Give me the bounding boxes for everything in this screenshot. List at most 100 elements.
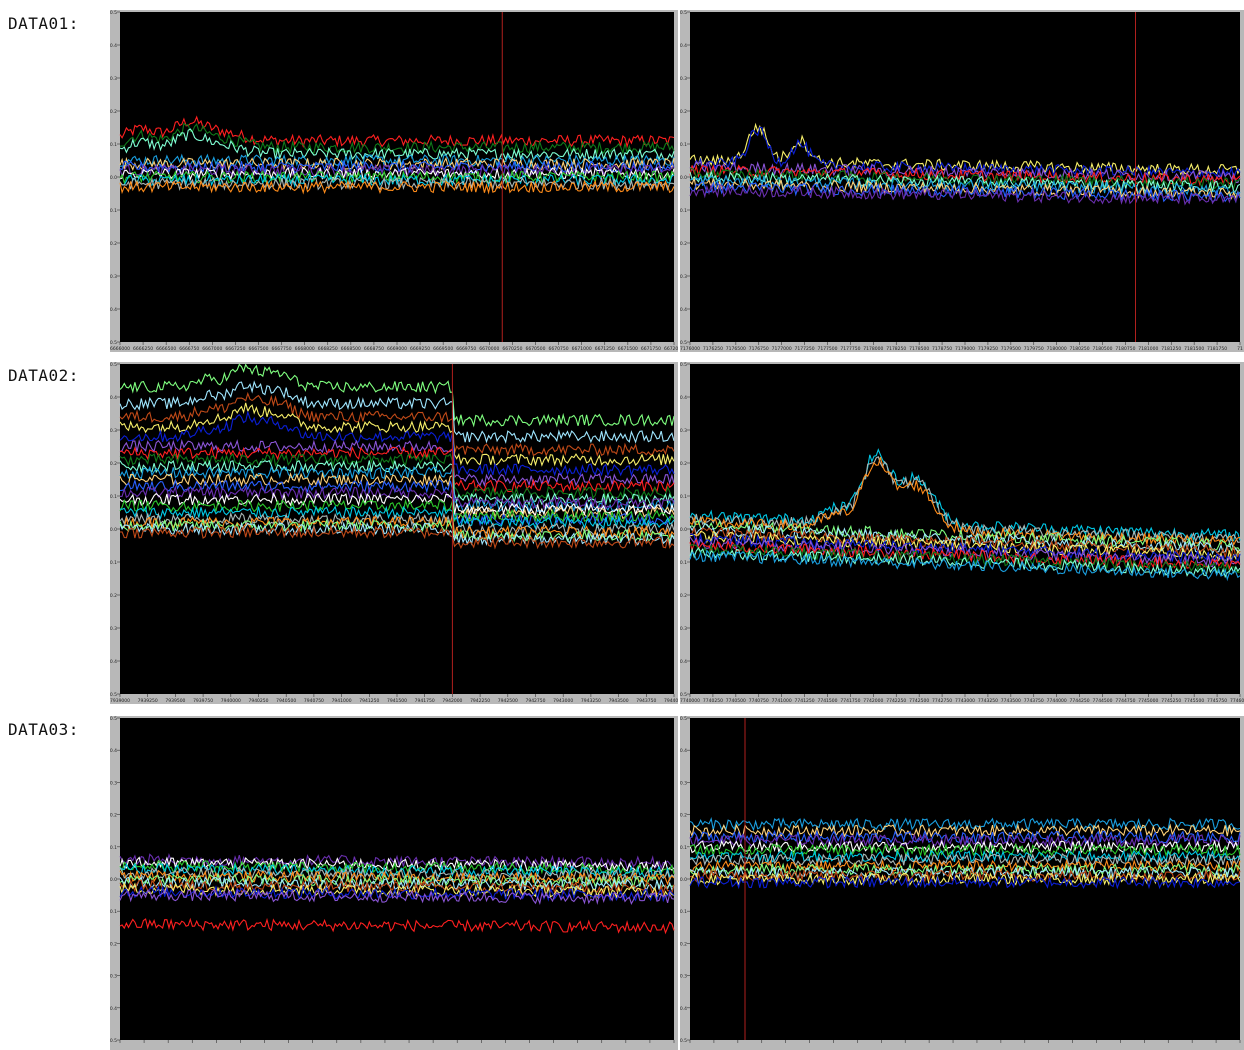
series-line [119,115,675,149]
y-tick-label: 0.3 [680,76,687,82]
x-tick-label: 7740250 [703,698,723,704]
series-line [689,868,1241,884]
y-tick-label: 0.5 [110,10,117,16]
series-line [119,856,675,873]
row-label-data01: DATA01: [8,14,79,33]
y-tick-label: -0.5 [110,340,117,346]
x-tick-label: 7943750 [636,698,656,704]
x-tick-label: 6671500 [618,346,638,352]
x-tick-label: 7176750 [749,346,769,352]
series-line [689,874,1241,890]
series-line [119,875,675,892]
x-tick-label: 6666500 [156,346,176,352]
x-tick-label: 7745750 [1207,698,1227,704]
y-tick-label: -0.5 [110,692,117,698]
x-tick-label: 7743750 [1024,698,1044,704]
series-line [119,179,675,195]
series-line [689,849,1241,864]
x-tick-label: 7940000 [221,698,241,704]
y-tick-label: 0.1 [680,142,687,148]
series-line [689,126,1241,180]
x-tick-label: 7177000 [772,346,792,352]
x-tick-label: 7744250 [1070,698,1090,704]
chart-panel-r3-right: 0.5 0.4 0.3 0.2 0.1 0.0 -0.1 -0.2 -0.3 -0.4 -0.5 [680,716,1244,1050]
x-tick-label: 7941750 [415,698,435,704]
y-tick-label: 0.5 [680,362,687,368]
series-line [689,180,1241,204]
y-tick-label: 0.2 [680,461,687,467]
x-tick-label: 7940500 [276,698,296,704]
series-line [119,917,675,935]
x-tick-label: 7942000 [442,698,462,704]
x-tick-label: 7741250 [795,698,815,704]
x-tick-label: 7745250 [1161,698,1181,704]
x-tick-label: 7181250 [1161,346,1181,352]
x-tick-label: 6668750 [364,346,384,352]
series-line [689,852,1241,867]
y-tick-label: 0.0 [110,175,117,181]
y-tick-label: -0.1 [110,208,117,214]
y-tick-label: 0.5 [680,716,687,722]
y-tick-label: 0.0 [680,877,687,883]
x-tick-label: 7943250 [581,698,601,704]
y-tick-label: -0.3 [680,626,687,632]
x-tick-label: 7743250 [978,698,998,704]
chart-panel-r1-right: 0.50.40.30.20.10.0-0.1-0.2-0.3-0.4-0.571… [680,10,1244,352]
y-tick-label: -0.4 [110,659,117,665]
series-line [119,885,675,903]
x-tick-label: 7177250 [795,346,815,352]
y-tick-label: -0.2 [110,593,117,599]
x-tick-label: 7742000 [863,698,883,704]
series-line [689,816,1241,832]
series-line [689,861,1241,877]
y-tick-label: 0.0 [110,527,117,533]
series-line [119,363,675,428]
y-tick-label: -0.2 [680,593,687,599]
x-tick-label: 6666750 [179,346,199,352]
x-tick-label: 7944000 [664,698,678,704]
x-tick-label: 6666000 [110,346,130,352]
y-tick-label: -0.5 [680,340,687,346]
series-line [119,438,675,488]
x-tick-label: 7178500 [909,346,929,352]
x-tick-label: 7181500 [1184,346,1204,352]
x-tick-label: 7742750 [932,698,952,704]
y-tick-label: -0.5 [110,1038,117,1044]
y-tick-label: 0.4 [110,748,117,754]
plot-area [690,12,1240,342]
y-tick-label: -0.2 [110,941,117,947]
x-tick-label: 7941500 [387,698,407,704]
x-tick-label: 7746000 [1230,698,1244,704]
x-tick-label: 7940750 [304,698,324,704]
x-tick-label: 7180000 [1047,346,1067,352]
y-tick-label: -0.3 [110,974,117,980]
x-tick-label: 6670250 [502,346,522,352]
series-line [119,471,675,521]
x-tick-label: 6668500 [341,346,361,352]
chart-svg: 0.50.40.30.20.10.0-0.1-0.2-0.3-0.4-0.579… [110,362,678,704]
row-label-data02: DATA02: [8,366,79,385]
y-tick-label: 0.1 [680,845,687,851]
y-tick-label: -0.4 [110,1006,117,1012]
series-line [689,183,1241,206]
y-tick-label: -0.1 [680,560,687,566]
y-tick-label: -0.1 [680,909,687,915]
y-tick-label: 0.1 [110,494,117,500]
series-line [119,380,675,444]
y-tick-label: 0.0 [680,175,687,181]
chart-panel-r3-left: 0.5 0.4 0.3 0.2 0.1 0.0 -0.1 -0.2 -0.3 -0.4 -0.5 [110,716,678,1050]
x-tick-label: 6670500 [525,346,545,352]
y-tick-label: -0.3 [110,274,117,280]
x-tick-label: 7178000 [863,346,883,352]
x-tick-label: 6671250 [595,346,615,352]
y-tick-label: 0.3 [110,428,117,434]
y-tick-label: 0.5 [680,10,687,16]
row-label-data03: DATA03: [8,720,79,739]
y-tick-label: -0.4 [680,1006,687,1012]
series-line [689,160,1241,184]
y-tick-label: 0.3 [680,780,687,786]
series-line [119,521,675,547]
x-tick-label: 6670000 [479,346,499,352]
y-tick-label: -0.3 [680,974,687,980]
x-tick-label: 7180500 [1092,346,1112,352]
